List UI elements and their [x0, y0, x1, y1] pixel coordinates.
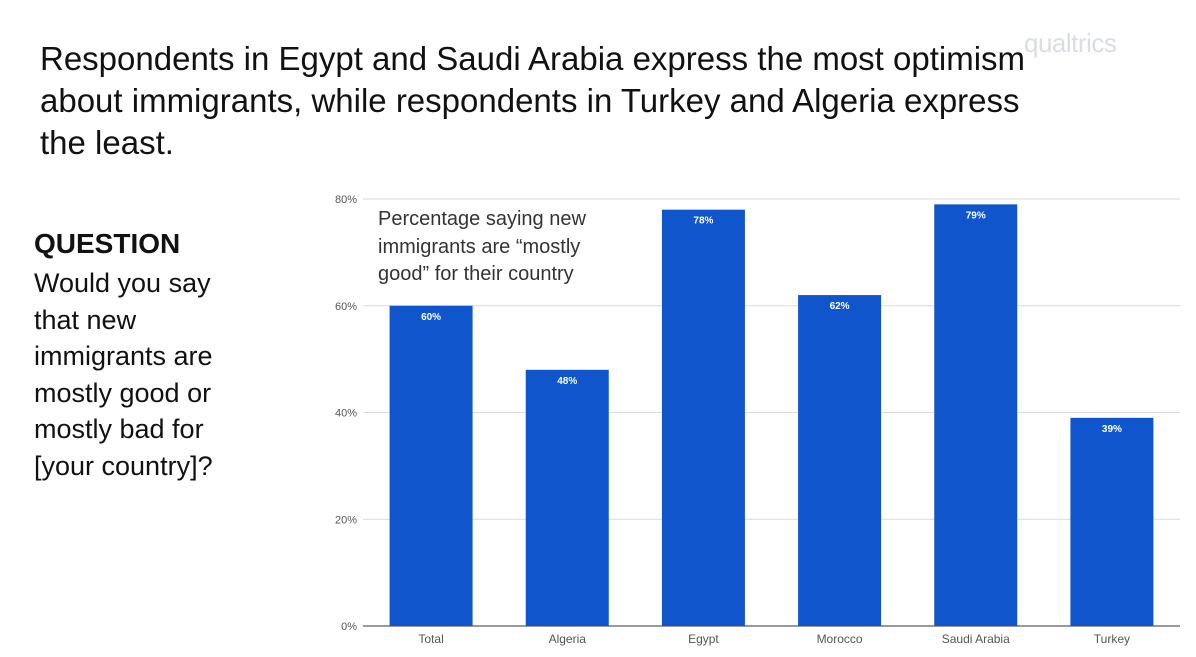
data-label: 48%: [557, 376, 577, 387]
gridlines: [363, 198, 1180, 627]
x-tick-label: Total: [418, 632, 443, 646]
data-label: 62%: [830, 301, 850, 312]
data-label: 60%: [421, 312, 441, 323]
question-heading: QUESTION: [34, 228, 181, 259]
y-tick-label: 20%: [335, 514, 357, 526]
bar: [525, 369, 609, 626]
bar: [798, 295, 882, 626]
x-axis-labels: Total Algeria Egypt Morocco Saudi Arabia Turk…: [418, 632, 1130, 646]
x-tick-label: Turkey: [1094, 632, 1130, 646]
page-title: Respondents in Egypt and Saudi Arabia ex…: [40, 40, 1026, 161]
chart-title: Percentage saying new immigrants are “mo…: [378, 208, 586, 285]
question-text: Would you say that new immigrants are mo…: [34, 268, 213, 481]
y-axis-ticks: 0% 20% 40% 60% 80%: [335, 194, 357, 633]
x-tick-label: Egypt: [688, 632, 719, 646]
y-tick-label: 40%: [335, 408, 357, 420]
watermark-logo: qualtrics: [1024, 28, 1117, 58]
bar: [389, 305, 473, 626]
y-tick-label: 0%: [341, 621, 357, 633]
data-label: 39%: [1102, 424, 1122, 435]
y-tick-label: 60%: [335, 301, 357, 313]
data-label: 78%: [693, 216, 713, 227]
data-label: 79%: [966, 210, 986, 221]
x-tick-label: Saudi Arabia: [942, 632, 1010, 646]
y-tick-label: 80%: [335, 194, 357, 206]
bar: [934, 204, 1018, 626]
x-tick-label: Morocco: [817, 632, 863, 646]
bars: 60% 48% 78% 62% 79% 39%: [389, 204, 1154, 627]
bar: [661, 209, 745, 627]
bar: [1070, 417, 1154, 626]
bar-chart: 0% 20% 40% 60% 80% 60% 48% 78% 62% 79% 39% Total A…: [335, 194, 1180, 646]
x-tick-label: Algeria: [549, 632, 587, 646]
